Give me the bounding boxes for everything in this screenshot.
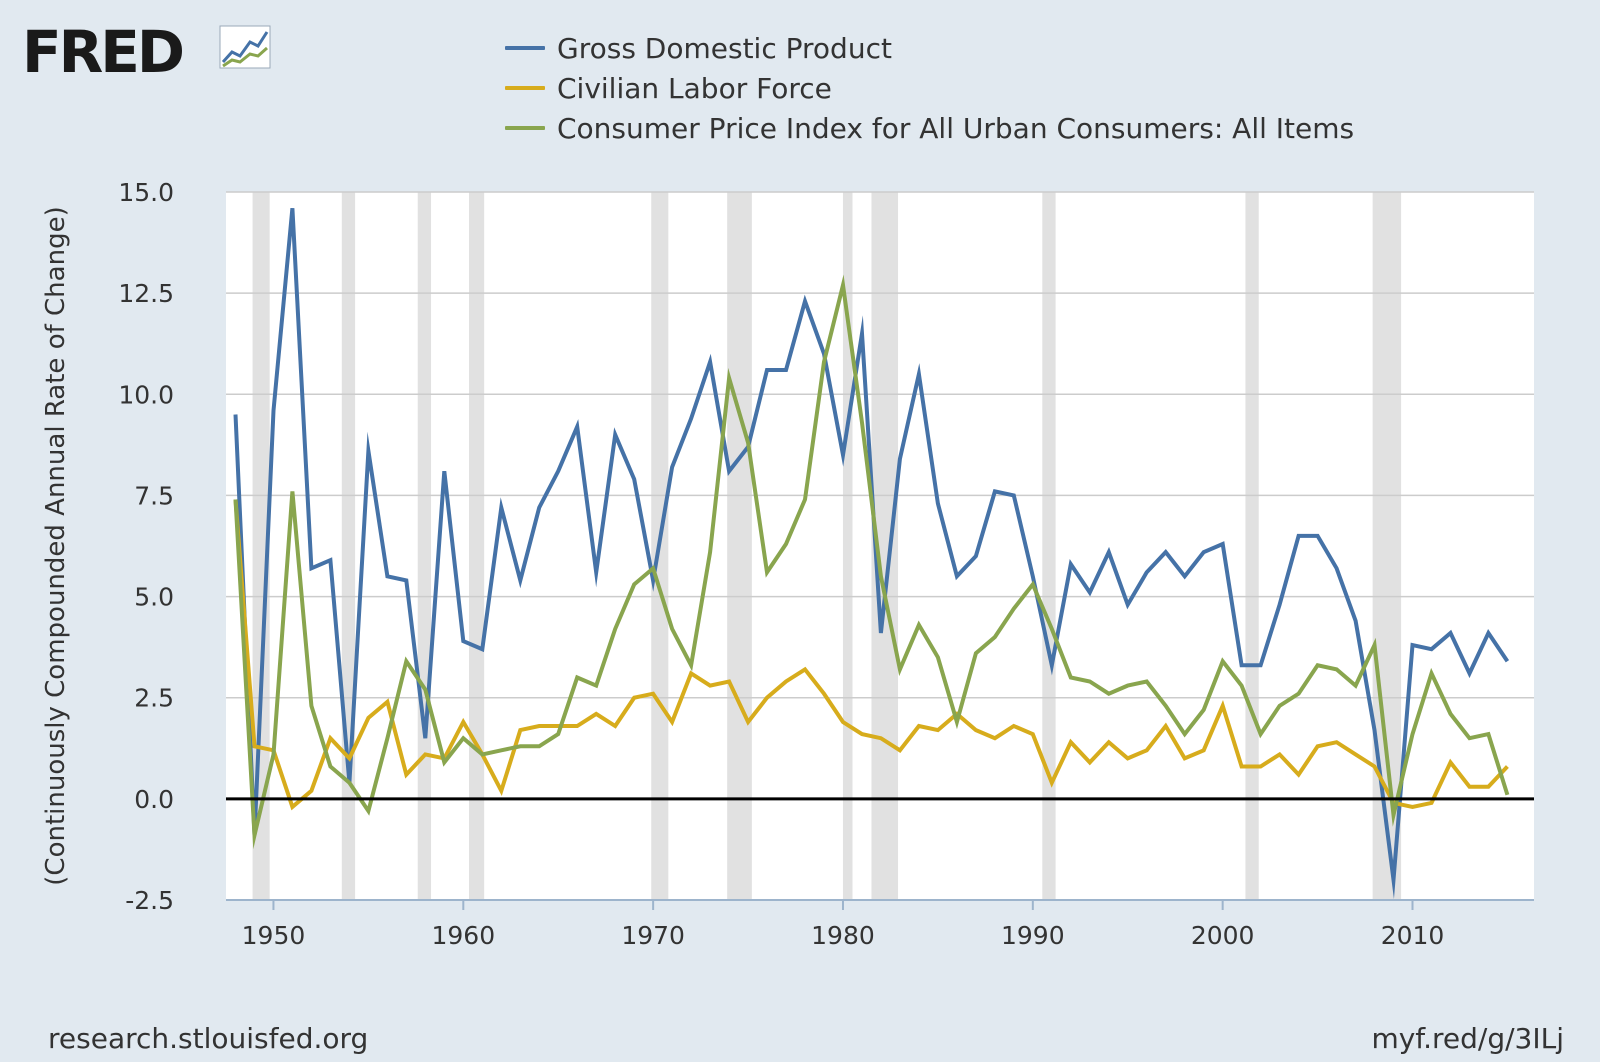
line-chart: 1950 1960 1970 1980 1990 2000 2010 -2.5 0.0 2.5 5… xyxy=(41,178,1534,950)
recession-band xyxy=(727,192,752,900)
x-axis-ticks: 1950 1960 1970 1980 1990 2000 2010 xyxy=(242,900,1445,950)
legend-swatch-cpi xyxy=(505,126,545,130)
x-tick-label: 1950 xyxy=(242,921,306,950)
recession-band xyxy=(252,192,270,900)
legend-item-labor-force: Civilian Labor Force xyxy=(505,68,1354,108)
y-tick-label: 0.0 xyxy=(134,785,174,814)
recession-band xyxy=(842,192,853,900)
y-tick-label: 7.5 xyxy=(134,481,174,510)
fred-chart-icon xyxy=(219,25,271,69)
x-tick-label: 1960 xyxy=(431,921,495,950)
y-tick-label: 2.5 xyxy=(134,684,174,713)
chart-legend: Gross Domestic Product Civilian Labor Fo… xyxy=(505,28,1354,148)
legend-item-cpi: Consumer Price Index for All Urban Consu… xyxy=(505,108,1354,148)
y-tick-label: 5.0 xyxy=(134,583,174,612)
x-tick-label: 2010 xyxy=(1381,921,1445,950)
legend-swatch-labor-force xyxy=(505,86,545,90)
x-tick-label: 1980 xyxy=(811,921,875,950)
source-url[interactable]: research.stlouisfed.org xyxy=(48,1022,369,1055)
y-tick-label: -2.5 xyxy=(125,886,174,915)
fred-logo-text: FRED xyxy=(22,18,183,86)
legend-item-gdp: Gross Domestic Product xyxy=(505,28,1354,68)
x-tick-label: 2000 xyxy=(1191,921,1255,950)
legend-label-cpi: Consumer Price Index for All Urban Consu… xyxy=(557,111,1355,145)
x-tick-label: 1990 xyxy=(1001,921,1065,950)
y-tick-label: 10.0 xyxy=(118,380,174,409)
legend-label-labor-force: Civilian Labor Force xyxy=(557,71,832,105)
series-lines xyxy=(226,208,1534,900)
recession-band xyxy=(341,192,356,900)
fred-logo: FRED xyxy=(22,18,271,86)
y-axis-label: (Continuously Compounded Annual Rate of … xyxy=(41,206,71,885)
series-line-2 xyxy=(233,274,1510,850)
y-tick-label: 15.0 xyxy=(118,178,174,207)
y-tick-label: 12.5 xyxy=(118,279,174,308)
legend-label-gdp: Gross Domestic Product xyxy=(557,31,892,65)
y-axis-ticks: -2.5 0.0 2.5 5.0 7.5 10.0 12.5 15.0 xyxy=(118,178,174,915)
series-line-1 xyxy=(233,499,1509,811)
recession-band xyxy=(1245,192,1259,900)
recession-band xyxy=(417,192,432,900)
recession-band xyxy=(468,192,485,900)
recession-band xyxy=(1042,192,1056,900)
short-url[interactable]: myf.red/g/3ILj xyxy=(1371,1022,1564,1055)
x-tick-label: 1970 xyxy=(621,921,685,950)
recession-band xyxy=(1372,192,1402,900)
legend-swatch-gdp xyxy=(505,46,545,50)
recession-bands xyxy=(252,192,1402,900)
